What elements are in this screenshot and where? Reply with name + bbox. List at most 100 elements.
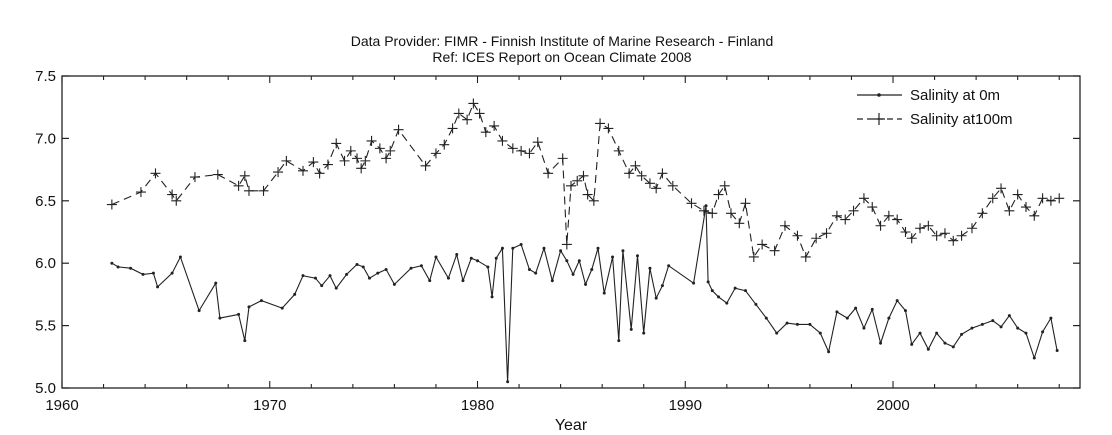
deep-salinity-point: [1029, 210, 1040, 221]
surface-salinity-point: [494, 256, 498, 260]
surface-salinity-point: [602, 291, 606, 295]
series-surface: [110, 204, 1059, 384]
deep-salinity-point: [532, 137, 543, 148]
series-deep: [106, 98, 1065, 262]
surface-salinity-point: [1041, 330, 1045, 334]
deep-salinity-point: [821, 228, 832, 239]
surface-salinity-point: [129, 266, 133, 270]
surface-salinity-point: [218, 316, 222, 320]
deep-salinity-point: [811, 233, 822, 244]
deep-salinity-point: [374, 143, 385, 154]
deep-salinity-point: [624, 168, 635, 179]
deep-salinity-point: [578, 170, 589, 181]
deep-salinity-point: [667, 180, 678, 191]
deep-salinity-point: [331, 138, 342, 149]
deep-salinity-point: [233, 180, 244, 191]
surface-salinity-point: [725, 301, 729, 305]
deep-salinity-point: [239, 170, 250, 181]
x-tick-label: 1990: [669, 397, 702, 414]
surface-salinity-point: [293, 292, 297, 296]
y-tick-label: 6.0: [35, 255, 56, 272]
legend-label-deep: Salinity at100m: [910, 111, 1013, 128]
surface-salinity-point: [237, 312, 241, 316]
surface-salinity-point: [667, 264, 671, 268]
y-tick-label: 6.5: [35, 193, 56, 210]
surface-salinity-point: [596, 246, 600, 250]
x-axis: 1960 1970 1980 1990 2000: [45, 76, 1060, 414]
deep-salinity-point: [582, 189, 593, 200]
surface-salinity-point: [469, 256, 473, 260]
deep-salinity-point: [516, 145, 527, 156]
surface-salinity-point: [178, 255, 182, 259]
chart-title: Data Provider: FIMR - Finnish Institute …: [351, 33, 774, 49]
surface-salinity-point: [280, 306, 284, 310]
deep-salinity-point: [831, 210, 842, 221]
surface-salinity-point: [895, 299, 899, 303]
surface-salinity-point: [446, 276, 450, 280]
deep-salinity-point: [1037, 193, 1048, 204]
surface-salinity-point: [486, 265, 490, 269]
deep-salinity-point: [867, 202, 878, 213]
surface-salinity-point: [376, 271, 380, 275]
deep-salinity-point: [385, 145, 396, 156]
surface-salinity-point: [519, 242, 523, 246]
deep-salinity-point: [258, 185, 269, 196]
surface-salinity-point: [629, 327, 633, 331]
series-layer: [106, 98, 1065, 384]
deep-salinity-point: [322, 159, 333, 170]
surface-salinity-point: [611, 255, 615, 259]
deep-salinity-point: [900, 227, 911, 237]
deep-salinity-point: [106, 199, 117, 210]
surface-salinity-point: [384, 267, 388, 271]
surface-salinity-point: [590, 267, 594, 271]
deep-salinity-point: [719, 180, 730, 191]
surface-salinity-point: [706, 280, 710, 284]
deep-salinity-point: [135, 187, 146, 198]
surface-salinity-point: [960, 332, 964, 336]
deep-salinity-point: [966, 223, 977, 234]
deep-salinity-point: [273, 167, 284, 178]
deep-salinity-point: [977, 208, 988, 219]
deep-salinity-point: [956, 230, 967, 241]
deep-salinity-point: [1020, 202, 1031, 213]
deep-salinity-point: [757, 239, 768, 250]
surface-salinity-point: [141, 272, 145, 276]
deep-salinity-point: [167, 189, 178, 200]
deep-salinity-point: [171, 195, 182, 206]
surface-salinity-point: [313, 276, 317, 280]
y-tick-label: 7.5: [35, 68, 56, 85]
surface-salinity-point: [361, 265, 365, 269]
surface-salinity-point: [490, 295, 494, 299]
surface-salinity-point: [617, 339, 621, 343]
surface-salinity-point: [621, 249, 625, 253]
surface-salinity-point: [367, 276, 371, 280]
deep-salinity-point: [800, 251, 811, 262]
surface-salinity-point: [704, 204, 708, 208]
surface-salinity-point: [660, 284, 664, 288]
surface-salinity-point: [565, 259, 569, 263]
surface-salinity-point: [887, 316, 891, 320]
surface-salinity-point: [428, 279, 432, 283]
surface-salinity-point: [999, 325, 1003, 329]
deep-salinity-point: [651, 183, 662, 194]
deep-salinity-point: [630, 160, 641, 171]
surface-salinity-point: [559, 249, 563, 253]
surface-salinity-point: [654, 296, 658, 300]
surface-salinity-point: [500, 246, 504, 250]
surface-salinity-point: [854, 306, 858, 310]
deep-salinity-point: [453, 108, 464, 119]
deep-salinity-point: [740, 198, 751, 209]
surface-salinity-point: [935, 331, 939, 335]
deep-salinity-point: [883, 210, 894, 221]
legend-marker-surface: [877, 93, 881, 97]
deep-salinity-point: [189, 172, 200, 183]
surface-salinity-point: [301, 274, 305, 278]
deep-salinity-point: [393, 124, 404, 135]
deep-salinity-point: [430, 148, 441, 159]
surface-salinity-point: [951, 345, 955, 349]
surface-salinity-point: [197, 309, 201, 313]
y-tick-label: 5.5: [35, 318, 56, 335]
deep-salinity-point: [339, 155, 350, 166]
surface-salinity-point: [795, 322, 799, 326]
